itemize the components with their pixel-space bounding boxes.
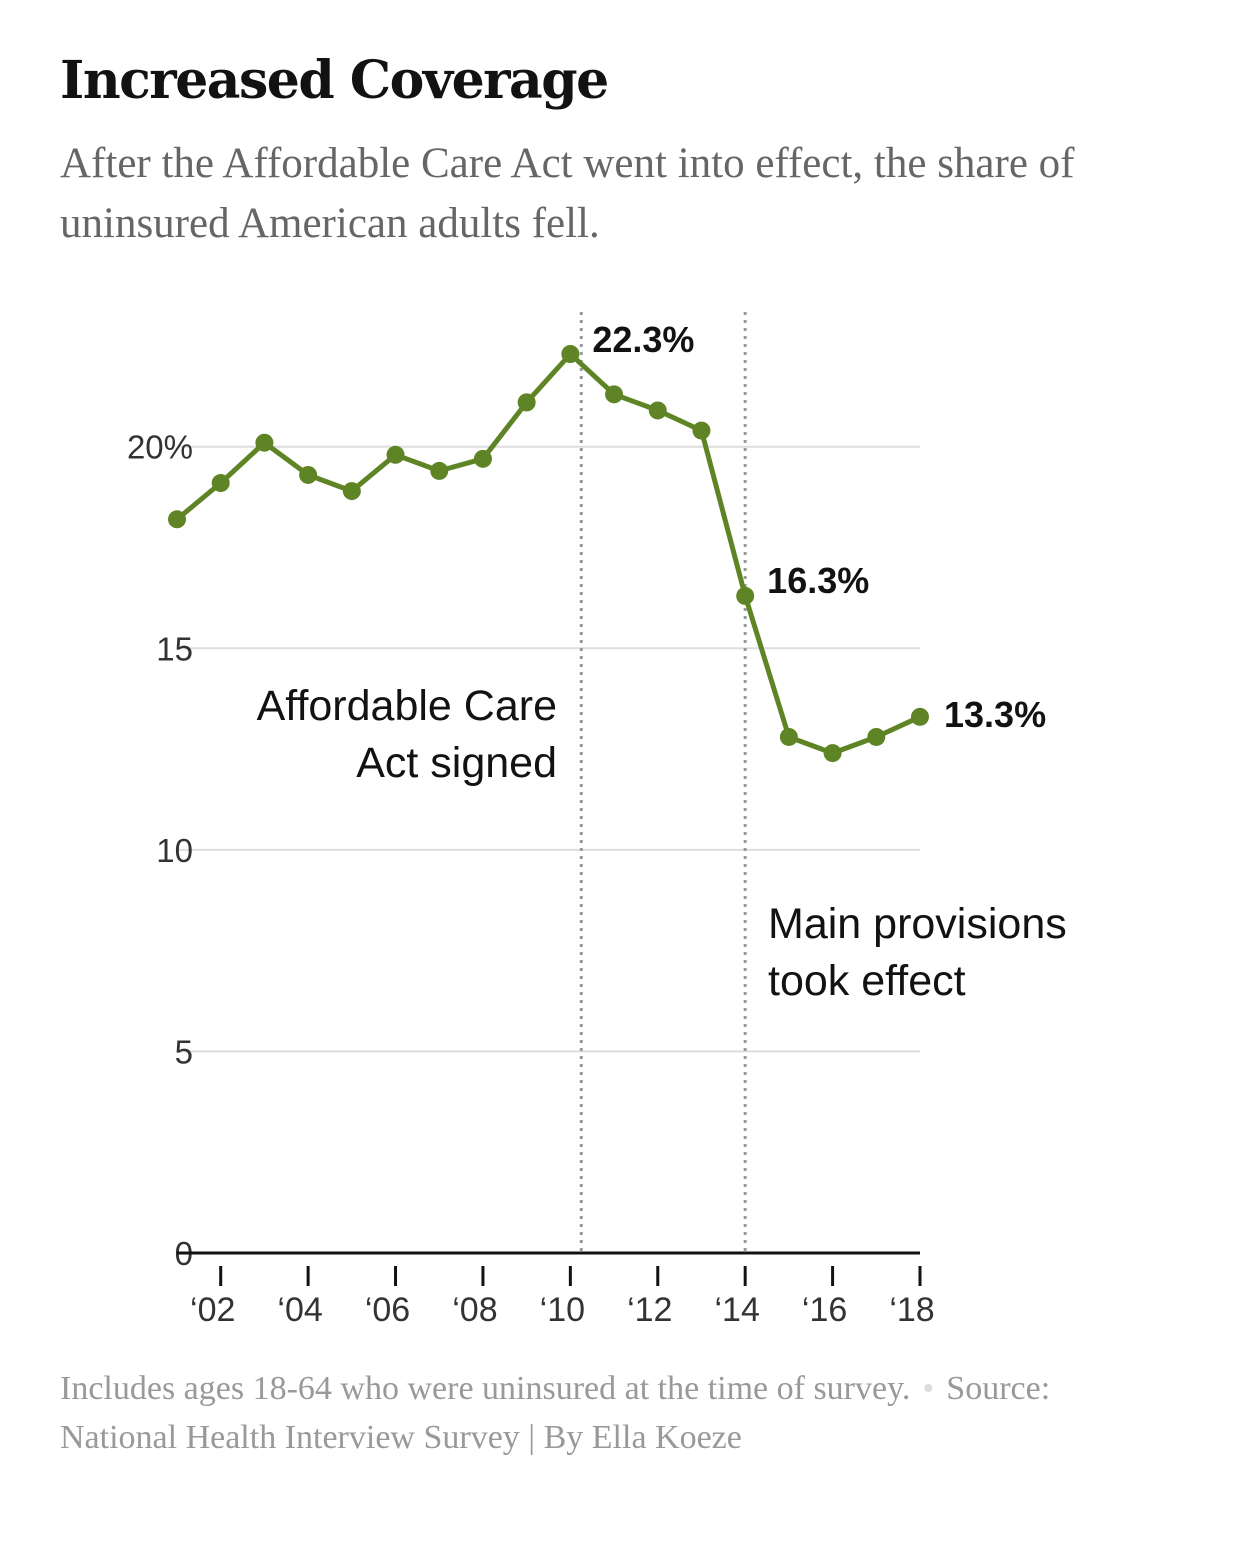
data-point-2010 <box>561 345 580 363</box>
data-point-2017 <box>867 727 886 746</box>
x-axis: ‘02 ‘04 ‘06 ‘08 ‘10 ‘12 ‘14 ‘16 ‘18 <box>177 1251 935 1329</box>
x-tick-label-2008: ‘08 <box>452 1291 497 1329</box>
annotation-2-line-1: Main provisions <box>768 900 1067 948</box>
x-tick-label-2004: ‘04 <box>277 1291 322 1329</box>
data-point-2001 <box>168 510 186 529</box>
x-tick-label-2014: ‘14 <box>714 1291 759 1329</box>
x-tick-label-2012: ‘12 <box>627 1291 672 1329</box>
y-tick-label-10: 10 <box>156 832 193 869</box>
annotation-1-line-2: Act signed <box>356 739 557 787</box>
data-point-2016 <box>823 744 842 763</box>
data-point-2012 <box>648 401 667 420</box>
data-point-2004 <box>299 465 318 484</box>
annotation-1-line-1: Affordable Care <box>257 682 557 730</box>
data-point-2008 <box>473 449 492 468</box>
annotation-lines <box>579 312 747 1253</box>
data-point-2002 <box>211 474 230 493</box>
data-point-2011 <box>605 385 624 404</box>
x-tick-label-2016: ‘16 <box>802 1291 847 1329</box>
chart-footer: Includes ages 18-64 who were uninsured a… <box>60 1364 1140 1462</box>
footer-source: Source: National Health Interview Survey… <box>60 1370 1051 1456</box>
chart-title: Increased Coverage <box>60 50 609 111</box>
data-point-2009 <box>517 393 536 412</box>
x-tick-label-2002: ‘02 <box>190 1291 235 1329</box>
data-point-2003 <box>255 433 274 452</box>
data-point-2005 <box>342 482 361 501</box>
data-point-2006 <box>386 445 405 464</box>
footer-separator: • <box>922 1370 935 1407</box>
data-label-2014: 16.3% <box>767 560 869 601</box>
data-labels: 22.3% 16.3% 13.3% <box>592 319 1046 735</box>
data-label-2018: 13.3% <box>944 694 1046 735</box>
gridlines <box>177 445 920 1053</box>
series-uninsured <box>168 345 929 763</box>
x-tick-label-2018: ‘18 <box>889 1291 934 1329</box>
chart-subtitle: After the Affordable Care Act went into … <box>60 140 1075 247</box>
annotation-texts: Affordable Care Act signed Main provisions… <box>257 682 1067 1005</box>
y-tick-label-15: 15 <box>156 630 193 667</box>
data-point-2014 <box>736 586 755 605</box>
x-tick-label-2006: ‘06 <box>365 1291 410 1329</box>
data-point-2018 <box>911 707 929 726</box>
annotation-2-line-2: took effect <box>768 957 966 1005</box>
footer-note: Includes ages 18-64 who were uninsured a… <box>60 1370 911 1407</box>
y-tick-label-5: 5 <box>175 1033 193 1070</box>
y-tick-label-20: 20% <box>127 429 193 466</box>
data-point-2015 <box>779 727 798 746</box>
x-tick-label-2010: ‘10 <box>540 1291 585 1329</box>
data-label-2010: 22.3% <box>592 319 694 360</box>
data-point-2007 <box>430 461 449 480</box>
data-point-2013 <box>692 421 711 440</box>
